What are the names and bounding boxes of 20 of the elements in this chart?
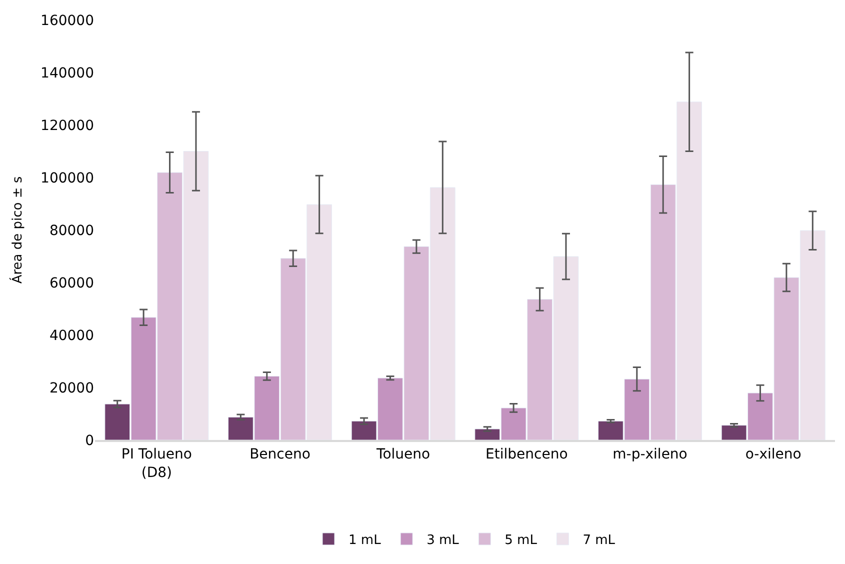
y-tick-label: 120000 [40,118,94,134]
y-tick-label: 140000 [40,65,94,82]
y-tick-label: 20000 [49,380,94,396]
x-tick-label: Tolueno [376,446,430,463]
y-tick-label: 160000 [40,12,94,29]
y-tick-label: 0 [85,432,94,449]
y-tick-label: 80000 [49,222,94,239]
y-tick-label: 40000 [49,328,94,344]
y-axis-title: Área de pico ± s [8,176,26,284]
legend-label: 1 mL [348,533,382,548]
x-tick-label: Benceno [250,446,310,463]
x-tick-label: Etilbenceno [486,446,568,463]
y-tick-label: 100000 [40,170,94,186]
y-tick-label: 60000 [49,275,94,292]
legend-label: 7 mL [582,533,616,548]
legend-label: 5 mL [504,533,538,548]
legend-label: 3 mL [426,533,460,548]
x-tick-label: PI Tolueno (D8) [121,446,192,481]
x-tick-label: m-p-xileno [612,446,688,463]
x-tick-label: o-xileno [745,446,802,463]
